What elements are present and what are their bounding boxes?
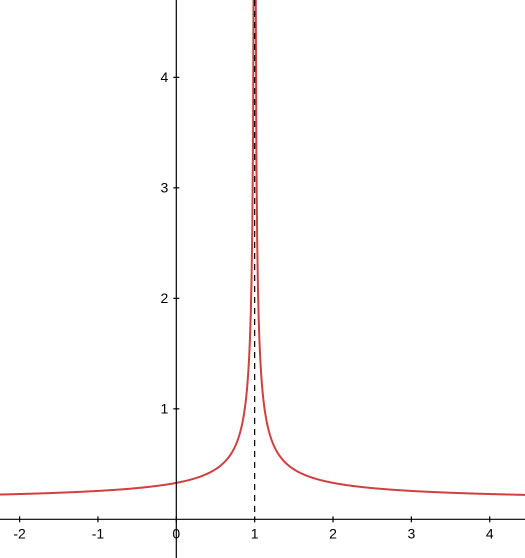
y-tick-label: 4 bbox=[161, 69, 169, 85]
x-tick-label: 4 bbox=[486, 525, 494, 541]
x-tick-label: -1 bbox=[92, 525, 105, 541]
x-tick-label: 0 bbox=[172, 525, 180, 541]
curve-left-branch bbox=[0, 0, 254, 495]
x-tick-label: 2 bbox=[329, 525, 337, 541]
y-tick-label: 2 bbox=[161, 290, 169, 306]
function-plot: -2 -1 0 1 2 3 4 1 2 3 4 bbox=[0, 0, 525, 558]
x-tick-label: 3 bbox=[407, 525, 415, 541]
y-tick-label: 3 bbox=[161, 180, 169, 196]
curve-right-branch bbox=[255, 0, 525, 495]
x-tick-label: 1 bbox=[251, 525, 259, 541]
x-tick-label: -2 bbox=[13, 525, 26, 541]
y-tick-label: 1 bbox=[161, 401, 169, 417]
